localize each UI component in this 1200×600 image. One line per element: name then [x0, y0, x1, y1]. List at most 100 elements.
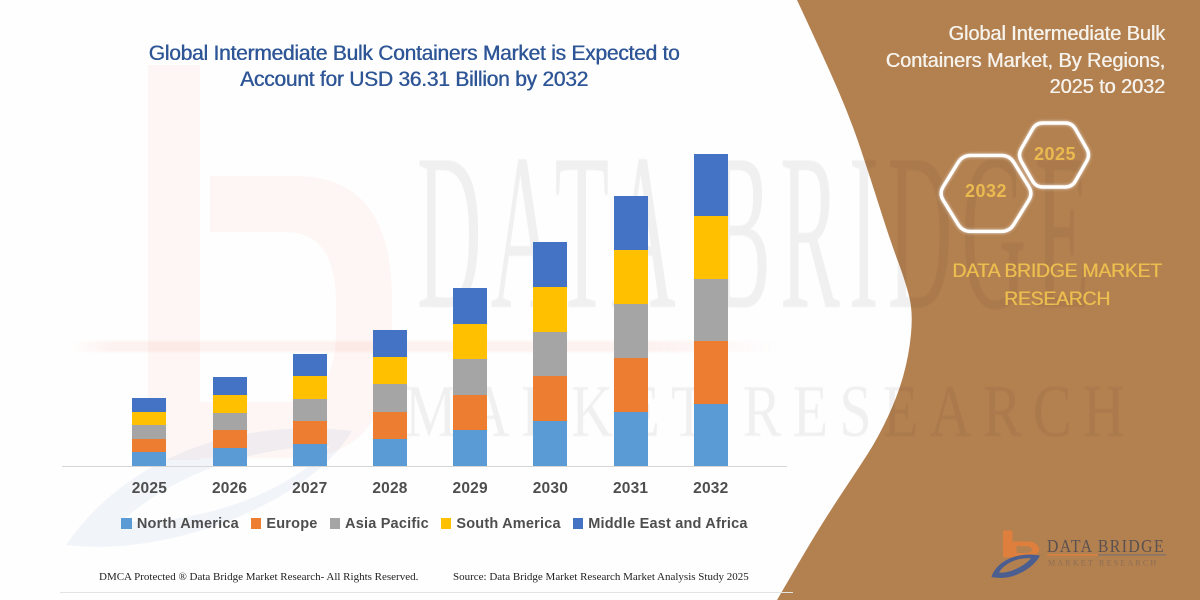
footer-dmca-text: DMCA Protected ® Data Bridge Market Rese… [99, 571, 419, 583]
x-axis-line [62, 466, 787, 467]
legend-item-south-america: South America [440, 515, 561, 532]
legend-label: North America [136, 515, 239, 532]
legend-swatch [250, 518, 262, 529]
bar-segment-middle-east-and-africa [212, 377, 247, 395]
bar-segment-middle-east-and-africa [292, 354, 327, 377]
legend-label: Asia Pacific [345, 515, 429, 532]
bar-segment-north-america [212, 448, 247, 466]
x-axis-label-2030: 2030 [532, 480, 569, 497]
logo-swoosh [991, 554, 1040, 578]
bar-segment-middle-east-and-africa [613, 196, 648, 250]
bar-segment-north-america [373, 438, 407, 466]
dbmr-logo: DATA BRIDGE MARKET RESEARCH [991, 530, 1166, 578]
bar-segment-north-america [693, 403, 728, 466]
watermark-logo-b [148, 65, 392, 460]
side-panel-background [777, 0, 1200, 600]
bar-segment-north-america [132, 452, 167, 466]
legend-item-north-america: North America [121, 515, 239, 532]
bar-segment-north-america [292, 443, 327, 466]
bar-segment-south-america [132, 411, 167, 426]
bar-segment-south-america [613, 250, 648, 304]
bar-2025 [132, 398, 167, 466]
footer-source-text: Source: Data Bridge Market Research Mark… [453, 571, 749, 583]
hexagon-2025-label: 2025 [1033, 143, 1077, 164]
hexagon-2032 [939, 153, 1033, 234]
bar-segment-asia-pacific [132, 425, 167, 439]
chart-title-line1: Global Intermediate Bulk Containers Mark… [148, 42, 680, 65]
bar-segment-middle-east-and-africa [533, 242, 568, 287]
logo-underline-gray [1098, 554, 1166, 556]
bar-2028 [373, 330, 407, 466]
bar-2027 [292, 354, 327, 466]
x-axis-label-2026: 2026 [211, 480, 248, 497]
dbmr-logo-subtitle: MARKET RESEARCH [1048, 559, 1160, 568]
bar-segment-south-america [373, 357, 407, 385]
bar-segment-asia-pacific [212, 412, 247, 431]
bar-segment-europe [212, 430, 247, 449]
hexagon-2032-label: 2032 [964, 181, 1008, 201]
bar-segment-europe [373, 411, 407, 439]
dbmr-logo-name: DATA BRIDGE [1047, 536, 1165, 556]
bar-segment-north-america [533, 421, 568, 466]
logo-underline-orange [1047, 554, 1098, 556]
bar-segment-europe [292, 421, 327, 444]
bar-segment-europe [132, 438, 167, 453]
bar-segment-middle-east-and-africa [693, 153, 728, 216]
side-panel-heading-line3: 2025 to 2032 [1049, 76, 1165, 98]
bar-2029 [453, 288, 488, 466]
legend-item-middle-east-and-africa: Middle East and Africa [572, 515, 748, 532]
bar-segment-south-america [292, 376, 327, 399]
bar-segment-south-america [212, 394, 247, 413]
bar-segment-europe [453, 394, 488, 431]
hexagon-2025 [1017, 121, 1091, 189]
bar-segment-middle-east-and-africa [373, 330, 407, 358]
side-panel-heading-line2: Containers Market, By Regions, [885, 49, 1165, 72]
legend-label: South America [456, 515, 561, 532]
dbmr-logo-mark [991, 530, 1040, 578]
x-axis-label-2025: 2025 [131, 480, 168, 497]
bar-segment-asia-pacific [453, 359, 488, 395]
side-panel-heading: Global Intermediate Bulk Containers Mark… [835, 21, 1165, 101]
bar-segment-south-america [453, 323, 488, 360]
bar-segment-europe [613, 358, 648, 412]
bar-segment-north-america [613, 412, 648, 466]
legend-swatch [121, 518, 132, 529]
bar-segment-south-america [693, 216, 728, 279]
bar-segment-europe [533, 376, 568, 422]
watermark-row2: MARKET RESEARCH [405, 371, 1125, 452]
watermark-red-band [70, 341, 780, 352]
legend-label: Middle East and Africa [588, 515, 748, 532]
x-axis-label-2028: 2028 [372, 480, 408, 497]
bar-segment-asia-pacific [533, 331, 568, 377]
legend-item-asia-pacific: Asia Pacific [329, 515, 429, 532]
x-axis-label-2029: 2029 [452, 480, 488, 497]
bar-segment-middle-east-and-africa [132, 398, 167, 412]
brand-text: DATA BRIDGE MARKET RESEARCH [932, 257, 1182, 313]
x-axis-label-2031: 2031 [612, 480, 649, 497]
brand-text-line2: RESEARCH [1004, 288, 1110, 310]
bar-segment-north-america [453, 430, 488, 466]
chart-title: Global Intermediate Bulk Containers Mark… [64, 41, 764, 93]
logo-b-stem [1003, 530, 1013, 558]
bar-2032 [693, 153, 728, 466]
bar-segment-asia-pacific [292, 398, 327, 422]
chart-title-line2: Account for USD 36.31 Billion by 2032 [240, 68, 588, 91]
chart-legend: North America Europe Asia Pacific South Ame… [62, 516, 807, 532]
bar-segment-asia-pacific [693, 278, 728, 341]
legend-swatch [329, 518, 341, 529]
bar-2031 [613, 196, 648, 466]
legend-swatch [440, 518, 452, 529]
bar-segment-middle-east-and-africa [453, 288, 488, 324]
bar-2030 [533, 242, 568, 466]
bar-segment-europe [693, 341, 728, 404]
x-axis-label-2032: 2032 [693, 480, 729, 497]
side-panel-heading-line1: Global Intermediate Bulk [948, 23, 1165, 45]
logo-b-bowl [1012, 541, 1040, 558]
bar-2026 [212, 377, 247, 466]
